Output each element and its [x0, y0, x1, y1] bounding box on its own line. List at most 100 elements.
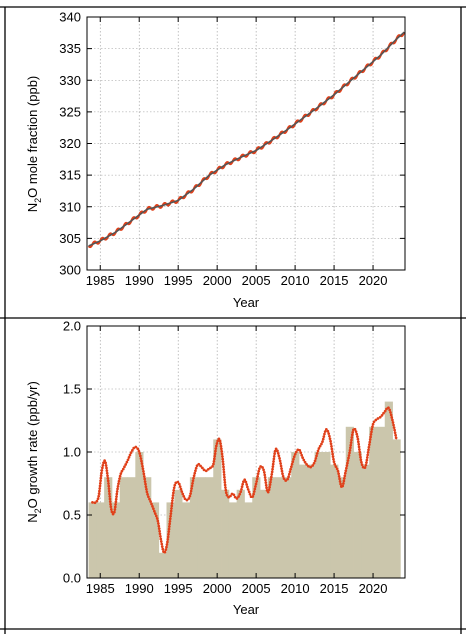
growth-rate-point [185, 498, 189, 502]
growth-rate-point [168, 519, 172, 523]
growth-rate-point [331, 455, 335, 458]
growth-rate-point [264, 481, 268, 484]
x-tick-label: 1985 [86, 581, 115, 596]
growth-rate-point [177, 482, 181, 486]
growth-bar [244, 502, 253, 578]
growth-rate-point [191, 482, 194, 485]
growth-rate-point [299, 451, 303, 455]
growth-rate-point [143, 477, 147, 481]
growth-bar [158, 552, 167, 578]
growth-rate-point [238, 492, 242, 496]
x-tick-label: 2015 [320, 273, 349, 288]
growth-rate-point [161, 547, 165, 551]
growth-rate-point [387, 406, 390, 410]
growth-rate-point [157, 522, 160, 525]
growth-rate-point [98, 489, 101, 493]
growth-bar [119, 477, 128, 578]
growth-rate-point [391, 421, 395, 424]
growth-rate-point [197, 462, 201, 466]
growth-rate-point [169, 514, 172, 518]
growth-rate-point [365, 458, 369, 462]
growth-bar [283, 477, 292, 578]
growth-rate-point [159, 540, 163, 543]
growth-rate-point [201, 466, 204, 470]
growth-rate-point [367, 443, 371, 447]
growth-rate-point [189, 492, 192, 495]
growth-rate-point [311, 464, 315, 467]
growth-rate-point [108, 495, 112, 498]
growth-rate-point [107, 482, 110, 485]
growth-rate-point [190, 484, 194, 488]
growth-bar [197, 477, 206, 578]
growth-rate-point [180, 490, 184, 493]
growth-rate-point [390, 416, 394, 419]
growth-rate-point [333, 462, 337, 466]
growth-rate-point [354, 430, 358, 433]
growth-rate-point [343, 474, 347, 478]
growth-bar [205, 477, 214, 578]
growth-rate-point [120, 469, 124, 473]
growth-bar [236, 489, 245, 578]
growth-rate-point [247, 490, 251, 494]
growth-rate-point [170, 501, 174, 505]
growth-rate-point [144, 482, 147, 486]
growth-rate-point [274, 447, 278, 451]
growth-rate-point [339, 482, 342, 486]
growth-rate-point [179, 487, 183, 491]
growth-rate-point [256, 474, 260, 478]
growth-rate-point [330, 445, 333, 448]
growth-rate-point [261, 466, 264, 469]
growth-rate-point [348, 451, 351, 455]
growth-rate-point [350, 436, 354, 439]
growth-rate-point [353, 427, 357, 431]
growth-rate-point [388, 408, 392, 412]
frame-lines [0, 6, 466, 634]
growth-rate-point [235, 497, 239, 500]
growth-rate-point [118, 477, 121, 481]
growth-rate-point [169, 509, 173, 513]
growth-rate-point [293, 452, 297, 456]
growth-rate-point [233, 495, 237, 499]
growth-rate-point [292, 455, 296, 459]
growth-bar [322, 452, 331, 578]
growth-rate-point [225, 493, 229, 497]
growth-bar [337, 477, 347, 578]
growth-rate-point [96, 497, 100, 501]
growth-rate-point [194, 466, 198, 470]
growth-bar [135, 452, 144, 578]
growth-rate-point [172, 489, 176, 492]
growth-rate-point [318, 444, 322, 448]
growth-bar [267, 477, 277, 578]
growth-rate-point [213, 457, 216, 461]
growth-bar [353, 452, 362, 578]
growth-rate-point [215, 442, 219, 445]
y-tick-label: 330 [59, 73, 81, 88]
growth-rate-point [389, 413, 393, 417]
growth-rate-point [113, 508, 117, 511]
growth-rate-point [142, 472, 146, 476]
growth-rate-point [242, 480, 245, 484]
growth-rate-point [382, 411, 385, 415]
growth-bar [291, 452, 300, 578]
growth-rate-point [212, 462, 215, 466]
growth-bar [392, 439, 401, 578]
growth-rate-point [345, 466, 348, 470]
growth-rate-point [115, 490, 119, 493]
growth-rate-point [385, 407, 388, 411]
growth-rate-point [331, 452, 334, 456]
growth-rate-point [114, 503, 117, 506]
growth-rate-point [202, 468, 206, 472]
growth-rate-point [358, 453, 362, 456]
growth-rate-point [221, 455, 224, 458]
growth-bar [221, 489, 230, 578]
growth-rate-point [347, 456, 350, 460]
growth-bar [252, 477, 261, 578]
growth-rate-point [220, 450, 224, 453]
growth-rate-point [173, 483, 177, 487]
growth-rate-curve [91, 406, 398, 554]
growth-rate-point [113, 510, 116, 514]
growth-rate-point [342, 479, 346, 483]
growth-rate-point [160, 545, 164, 548]
growth-rate-point [284, 479, 288, 482]
growth-rate-point [243, 478, 247, 482]
